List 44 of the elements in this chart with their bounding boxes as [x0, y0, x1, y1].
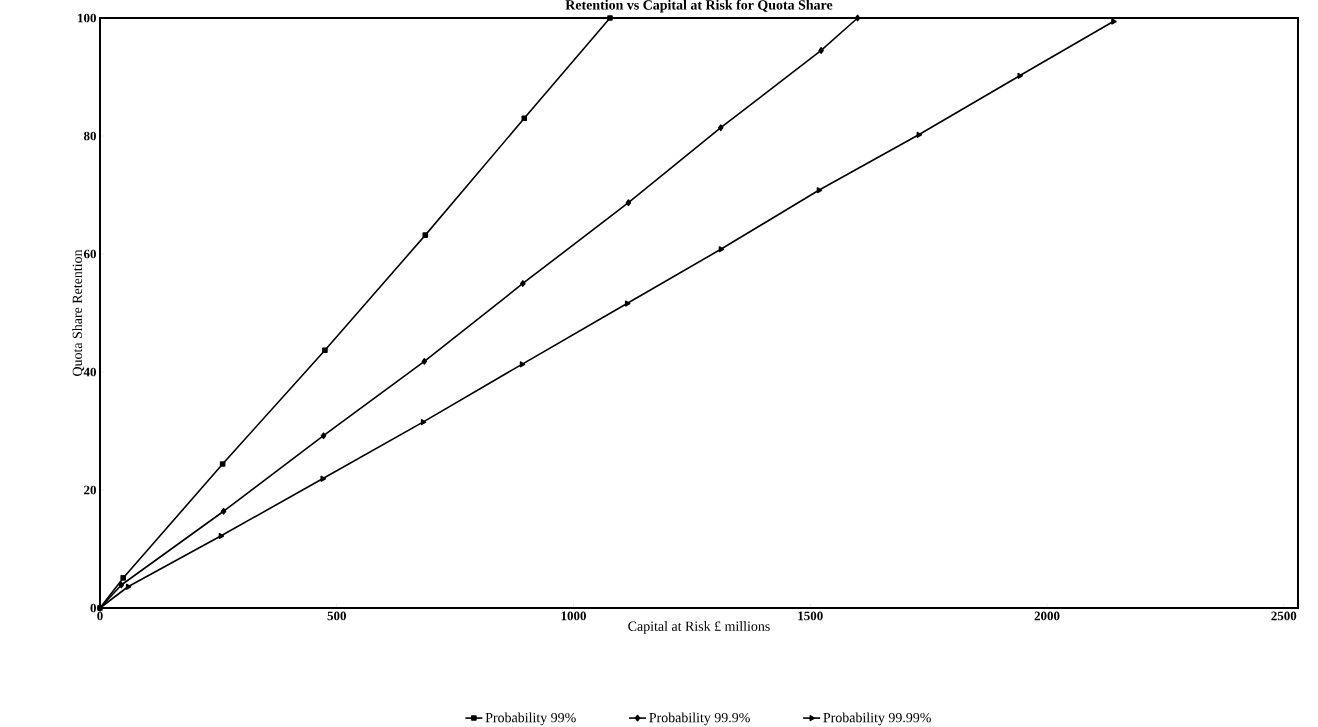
point [220, 507, 227, 515]
x-axis-title: Capital at Risk £ millions [628, 621, 770, 634]
x-tick-label: 1000 [561, 611, 586, 621]
y-tick-label: 20 [84, 485, 96, 495]
point [718, 124, 724, 132]
y-tick-label: 80 [83, 131, 96, 141]
point [219, 461, 226, 467]
point [125, 583, 132, 590]
point [118, 581, 125, 589]
point [421, 357, 428, 365]
point [420, 419, 427, 426]
point [624, 300, 631, 307]
x-tick-label: 500 [327, 611, 346, 621]
point [320, 475, 326, 482]
y-tick-label: 100 [78, 13, 96, 23]
point [120, 575, 126, 581]
point [422, 232, 429, 238]
y-tick-label: 0 [90, 603, 96, 613]
y-axis-title: Quota Share Retention [72, 249, 85, 376]
point [916, 131, 923, 138]
point [1017, 72, 1023, 79]
chart-title: Retention vs Capital at Risk for Quota Share [565, 0, 833, 13]
y-tick-label: 40 [83, 367, 96, 377]
point [718, 246, 725, 253]
legend-label: Probability 99.99% [823, 712, 931, 726]
point [519, 361, 526, 368]
point [218, 532, 225, 540]
y-tick-label: 60 [83, 249, 96, 259]
point [854, 14, 861, 22]
point [520, 280, 526, 287]
legend-label: Probability 99% [485, 712, 576, 726]
point [607, 15, 613, 21]
point [320, 432, 327, 440]
x-tick-label: 0 [97, 611, 103, 621]
legend-label: Probability 99.9% [649, 712, 750, 726]
x-tick-label: 2500 [1271, 611, 1297, 621]
point [816, 187, 823, 194]
point [818, 47, 824, 54]
x-tick-label: 2000 [1034, 611, 1060, 621]
x-tick-label: 1500 [798, 611, 823, 621]
point [322, 347, 328, 353]
point [521, 115, 528, 122]
point [1111, 18, 1117, 25]
point [625, 199, 632, 207]
